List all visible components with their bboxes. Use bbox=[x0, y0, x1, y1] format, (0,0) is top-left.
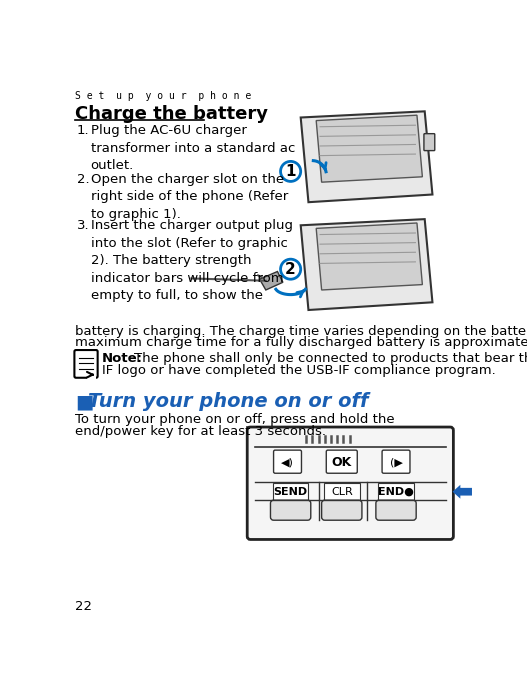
FancyBboxPatch shape bbox=[274, 450, 301, 473]
Text: Note:: Note: bbox=[102, 352, 142, 365]
Text: (▶: (▶ bbox=[389, 458, 403, 467]
FancyBboxPatch shape bbox=[270, 500, 311, 521]
Text: maximum charge time for a fully discharged battery is approximately 3 hours.: maximum charge time for a fully discharg… bbox=[75, 336, 527, 349]
Polygon shape bbox=[301, 219, 433, 310]
Text: S e t  u p  y o u r  p h o n e: S e t u p y o u r p h o n e bbox=[75, 92, 251, 101]
Text: ■: ■ bbox=[75, 393, 94, 411]
FancyBboxPatch shape bbox=[273, 484, 308, 500]
FancyBboxPatch shape bbox=[326, 450, 357, 473]
Text: 3.: 3. bbox=[77, 219, 90, 232]
Text: CLR: CLR bbox=[331, 487, 353, 497]
Text: Insert the charger output plug
into the slot (Refer to graphic
2). The battery s: Insert the charger output plug into the … bbox=[91, 219, 292, 302]
Text: Turn your phone on or off: Turn your phone on or off bbox=[87, 393, 368, 411]
Text: Open the charger slot on the
right side of the phone (Refer
to graphic 1).: Open the charger slot on the right side … bbox=[91, 173, 288, 221]
Text: 1.: 1. bbox=[77, 124, 90, 137]
Text: OK: OK bbox=[331, 456, 352, 469]
Polygon shape bbox=[453, 485, 472, 499]
Text: ◀): ◀) bbox=[281, 458, 294, 467]
Text: 2.: 2. bbox=[77, 173, 90, 186]
FancyBboxPatch shape bbox=[382, 450, 410, 473]
FancyBboxPatch shape bbox=[378, 484, 414, 500]
Text: END●: END● bbox=[378, 487, 414, 497]
Circle shape bbox=[280, 259, 301, 279]
Polygon shape bbox=[316, 115, 422, 182]
Text: The phone shall only be connected to products that bear the USB-: The phone shall only be connected to pro… bbox=[134, 352, 527, 365]
Text: SEND: SEND bbox=[274, 487, 308, 497]
Text: 1: 1 bbox=[286, 164, 296, 179]
Text: IF logo or have completed the USB-IF compliance program.: IF logo or have completed the USB-IF com… bbox=[102, 364, 495, 377]
Text: Plug the AC-6U charger
transformer into a standard ac
outlet.: Plug the AC-6U charger transformer into … bbox=[91, 124, 295, 172]
FancyBboxPatch shape bbox=[424, 133, 435, 150]
Text: 22: 22 bbox=[75, 599, 92, 612]
Text: To turn your phone on or off, press and hold the: To turn your phone on or off, press and … bbox=[75, 413, 395, 426]
Polygon shape bbox=[87, 371, 96, 380]
FancyBboxPatch shape bbox=[321, 500, 362, 521]
FancyBboxPatch shape bbox=[247, 427, 453, 540]
Circle shape bbox=[280, 161, 301, 181]
Text: end/power key for at least 3 seconds.: end/power key for at least 3 seconds. bbox=[75, 425, 326, 438]
FancyBboxPatch shape bbox=[376, 500, 416, 521]
Polygon shape bbox=[301, 111, 433, 202]
FancyBboxPatch shape bbox=[324, 484, 359, 500]
FancyBboxPatch shape bbox=[74, 350, 97, 378]
Polygon shape bbox=[316, 223, 422, 290]
Text: 2: 2 bbox=[285, 262, 296, 277]
Polygon shape bbox=[260, 272, 283, 290]
Text: battery is charging. The charge time varies depending on the battery level. The: battery is charging. The charge time var… bbox=[75, 325, 527, 338]
Text: Charge the battery: Charge the battery bbox=[75, 105, 268, 123]
